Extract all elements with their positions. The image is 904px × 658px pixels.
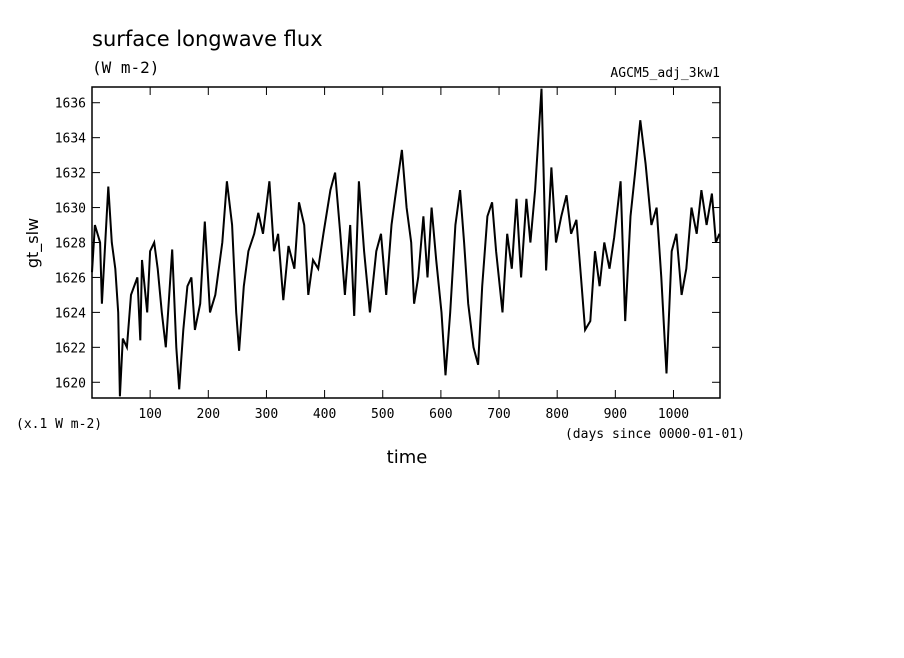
x-tick-label: 1000 <box>658 407 689 422</box>
y-tick-label: 1622 <box>55 341 86 356</box>
x-tick-label: 300 <box>255 407 278 422</box>
x-tick-label: 900 <box>604 407 627 422</box>
data-line <box>91 88 721 397</box>
x-tick-label: 500 <box>371 407 394 422</box>
y-unit-note: (x.1 W m-2) <box>16 417 102 432</box>
x-axis-label: time <box>387 447 428 468</box>
y-tick-label: 1626 <box>55 271 86 286</box>
x-tick-label: 200 <box>197 407 220 422</box>
y-tick-label: 1620 <box>55 376 86 391</box>
y-tick-label: 1636 <box>55 97 86 112</box>
x-tick-label: 800 <box>545 407 568 422</box>
y-tick-label: 1634 <box>55 132 86 147</box>
chart-title: surface longwave flux <box>92 27 323 51</box>
plot-frame <box>91 86 721 399</box>
y-tick-label: 1628 <box>55 237 86 252</box>
x-tick-label: 100 <box>138 407 161 422</box>
x-unit-note: (days since 0000-01-01) <box>565 427 745 442</box>
chart-subtitle: (W m-2) <box>92 58 159 77</box>
annotation: AGCM5_adj_3kw1 <box>610 66 720 81</box>
y-tick-label: 1630 <box>55 202 86 217</box>
y-axis-label: gt_slw <box>23 218 43 268</box>
x-tick-label: 400 <box>313 407 336 422</box>
y-tick-label: 1624 <box>55 306 86 321</box>
x-tick-label: 700 <box>487 407 510 422</box>
y-tick-label: 1632 <box>55 167 86 182</box>
x-tick-label: 600 <box>429 407 452 422</box>
